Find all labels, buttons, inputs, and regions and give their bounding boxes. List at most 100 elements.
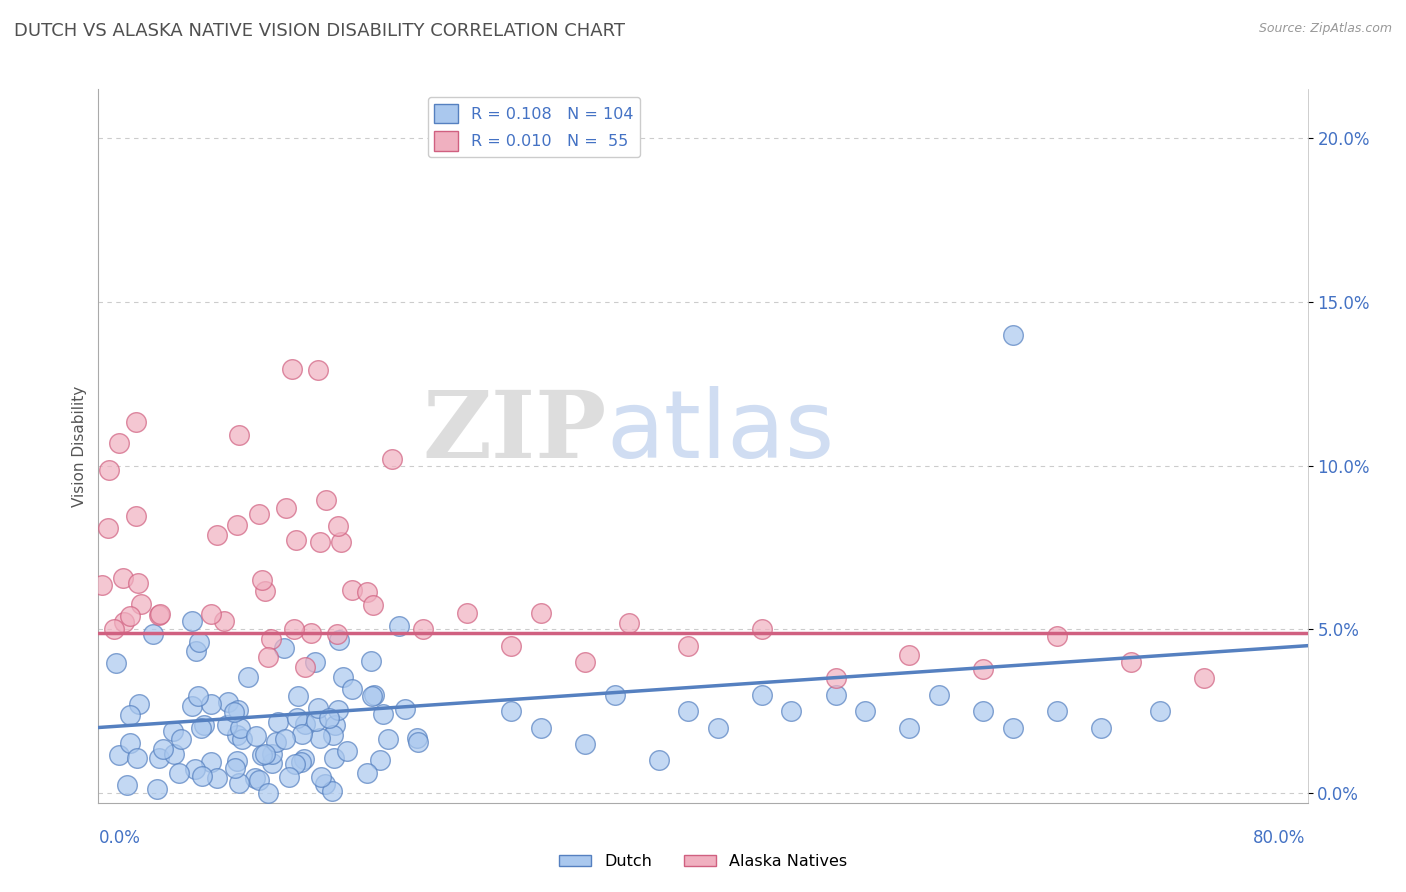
Point (236, 670, 259, 684)
Point (228, 775, 250, 789)
Point (363, 688, 385, 702)
Point (191, 769, 214, 783)
Point (187, 634, 209, 648)
Point (228, 428, 250, 442)
Point (162, 747, 184, 761)
Point (530, 721, 553, 735)
Point (112, 615, 135, 629)
Point (253, 584, 276, 599)
Point (381, 452, 404, 467)
Point (226, 755, 249, 769)
Point (706, 721, 728, 735)
Point (127, 575, 149, 590)
Point (187, 690, 209, 704)
Point (315, 493, 337, 508)
Point (603, 688, 626, 702)
Point (145, 781, 167, 796)
Point (278, 770, 301, 784)
Point (276, 501, 298, 516)
Point (330, 535, 353, 549)
Point (283, 623, 305, 637)
Point (292, 752, 315, 766)
Point (226, 703, 249, 717)
Point (501, 639, 523, 653)
Point (97, 521, 120, 535)
Point (972, 704, 994, 718)
Point (124, 416, 146, 430)
Point (309, 731, 332, 745)
Point (253, 747, 276, 762)
Legend: Dutch, Alaska Natives: Dutch, Alaska Natives (553, 847, 853, 875)
Point (824, 672, 846, 686)
Point (193, 718, 215, 732)
Point (127, 751, 149, 765)
Point (928, 688, 950, 702)
Point (648, 753, 671, 767)
Point (125, 509, 148, 524)
Point (340, 582, 363, 597)
Point (360, 654, 382, 668)
Point (225, 728, 247, 742)
Point (190, 721, 212, 735)
Point (368, 753, 391, 767)
Point (181, 614, 204, 628)
Point (1046, 704, 1069, 718)
Point (142, 627, 165, 641)
Point (318, 711, 340, 725)
Point (388, 619, 411, 633)
Point (322, 728, 344, 742)
Point (322, 751, 344, 765)
Point (115, 778, 138, 792)
Point (285, 533, 308, 547)
Text: 0.0%: 0.0% (98, 829, 141, 847)
Point (98, 463, 121, 477)
Point (456, 606, 478, 620)
Point (129, 597, 152, 611)
Point (103, 623, 125, 637)
Point (898, 648, 921, 663)
Point (181, 699, 204, 714)
Point (273, 640, 295, 655)
Point (1001, 721, 1024, 735)
Point (200, 755, 222, 769)
Point (356, 765, 378, 780)
Point (257, 650, 280, 665)
Point (328, 703, 350, 717)
Point (328, 632, 350, 647)
Point (304, 655, 326, 669)
Point (260, 632, 283, 647)
Point (412, 623, 434, 637)
Point (247, 773, 270, 788)
Point (972, 662, 994, 676)
Point (162, 724, 184, 739)
Point (377, 731, 399, 746)
Point (751, 623, 773, 637)
Point (217, 695, 239, 709)
Point (149, 607, 172, 621)
Point (104, 656, 127, 670)
Point (326, 626, 349, 640)
Point (256, 786, 278, 800)
Point (108, 747, 131, 762)
Point (574, 655, 596, 669)
Point (309, 535, 332, 549)
Point (530, 606, 553, 620)
Point (247, 507, 270, 521)
Point (751, 688, 773, 702)
Point (1119, 655, 1142, 669)
Point (205, 528, 228, 542)
Point (250, 748, 273, 763)
Text: ZIP: ZIP (422, 387, 606, 476)
Point (170, 731, 193, 746)
Point (118, 609, 141, 624)
Point (394, 702, 416, 716)
Point (205, 771, 228, 785)
Point (898, 721, 921, 735)
Text: 80.0%: 80.0% (1253, 829, 1305, 847)
Point (184, 762, 207, 776)
Point (332, 670, 354, 684)
Point (118, 735, 141, 749)
Point (340, 681, 363, 696)
Point (224, 761, 246, 775)
Point (215, 717, 238, 731)
